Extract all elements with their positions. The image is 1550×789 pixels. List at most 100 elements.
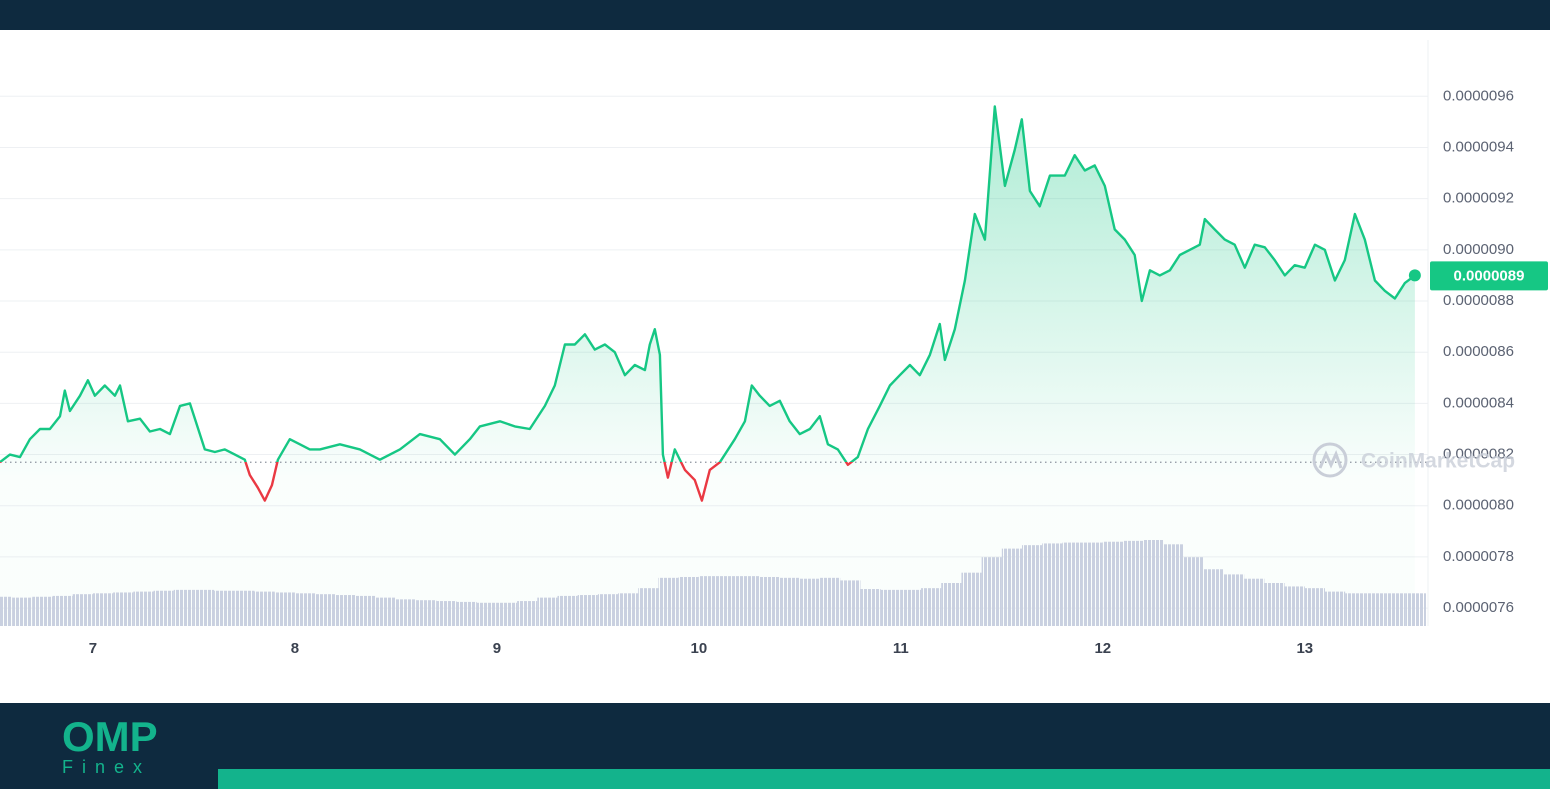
watermark: CoinMarketCap [1312,442,1515,478]
volume-bar [436,601,457,626]
y-tick-label: 0.0000080 [1443,497,1514,514]
volume-bar [1264,583,1285,626]
y-tick-label: 0.0000094 [1443,138,1514,155]
volume-bar [1345,593,1366,626]
volume-bar [496,602,518,626]
volume-bar [12,597,33,626]
volume-bar [72,594,93,626]
volume-bar [173,589,194,626]
volume-bar [395,599,417,626]
x-tick-label: 8 [291,640,299,657]
y-tick-label: 0.0000084 [1443,394,1514,411]
volume-bar [1365,593,1386,626]
volume-bar [1042,543,1063,626]
volume-bar [416,600,437,626]
volume-bar [456,601,477,626]
volume-bar [1284,586,1305,626]
volume-bar [739,576,760,626]
volume-bar [294,593,316,626]
volume-bar [880,589,901,626]
y-tick-label: 0.0000088 [1443,292,1514,309]
volume-bar [1203,569,1224,626]
x-tick-label: 12 [1094,640,1111,657]
x-tick-label: 10 [691,640,708,657]
brand-name: OMP [62,713,158,760]
volume-bar [820,577,841,626]
volume-bar [375,597,396,626]
y-tick-label: 0.0000076 [1443,599,1514,616]
volume-bar [698,576,720,626]
last-point [1408,269,1421,282]
volume-bar [153,590,174,626]
volume-bar [1022,545,1043,626]
volume-bar [799,578,821,626]
volume-bar [658,577,679,626]
volume-bar [577,595,598,626]
volume-bar [860,589,881,626]
price-line [0,105,1416,502]
volume-bar [1102,541,1124,626]
volume-bar [678,576,699,626]
x-tick-label: 13 [1296,640,1313,657]
volume-bar [941,583,962,626]
volume-bar [1324,591,1346,626]
volume-bar [133,591,154,626]
volume-bar [193,589,215,626]
volume-bar [335,595,356,626]
volume-bar [92,593,114,626]
y-tick-label: 0.0000082 [1443,446,1514,463]
volume-bar [214,590,235,626]
volume-bar [537,597,558,626]
volume-bar [32,596,53,626]
volume-bar [1143,540,1164,626]
volume-bar [0,596,13,626]
volume-bar [1082,542,1103,626]
volume-bar [1405,593,1426,626]
volume-bar [557,595,578,626]
volume-bar [234,590,255,626]
top-bar [0,0,1550,30]
volume-bar [1183,557,1204,626]
y-tick-label: 0.0000086 [1443,343,1514,360]
volume-bar [52,595,73,626]
x-tick-label: 9 [493,640,501,657]
volume-bar [638,588,659,626]
price-badge [1430,261,1548,291]
y-tick-label: 0.0000092 [1443,190,1514,207]
volume-bar [1244,578,1265,626]
volume-bar [254,591,275,626]
volume-bar [618,593,639,626]
price-area [0,106,1415,626]
y-tick-label: 0.0000090 [1443,241,1514,258]
volume-bar [113,592,134,626]
watermark-logo [1318,450,1343,469]
volume-bar [1304,588,1325,626]
volume-bar [900,589,922,626]
volume-bar [1224,574,1245,626]
volume-bar [315,594,336,626]
volume-bar [1385,593,1406,626]
volume-bar [779,577,800,626]
volume-bar [759,576,780,626]
brand-tagline: Finex [62,757,151,777]
volume-bar [1062,542,1083,626]
watermark-logo [1312,442,1348,478]
volume-bar [961,572,982,626]
y-tick-label: 0.0000096 [1443,87,1514,104]
volume-bar [1001,548,1023,626]
footer-accent [218,769,1550,789]
volume-bar [274,592,295,626]
volume-bar [517,601,538,626]
volume-bar [476,602,497,626]
y-tick-label: 0.0000078 [1443,548,1514,565]
x-tick-label: 11 [893,640,909,657]
volume-bar [840,580,861,626]
volume-bar [1163,544,1184,626]
volume-bar [981,557,1002,626]
volume-bar [1123,540,1144,626]
x-tick-label: 7 [89,640,97,657]
watermark-text: CoinMarketCap [1361,450,1515,473]
volume-bar [597,594,619,626]
